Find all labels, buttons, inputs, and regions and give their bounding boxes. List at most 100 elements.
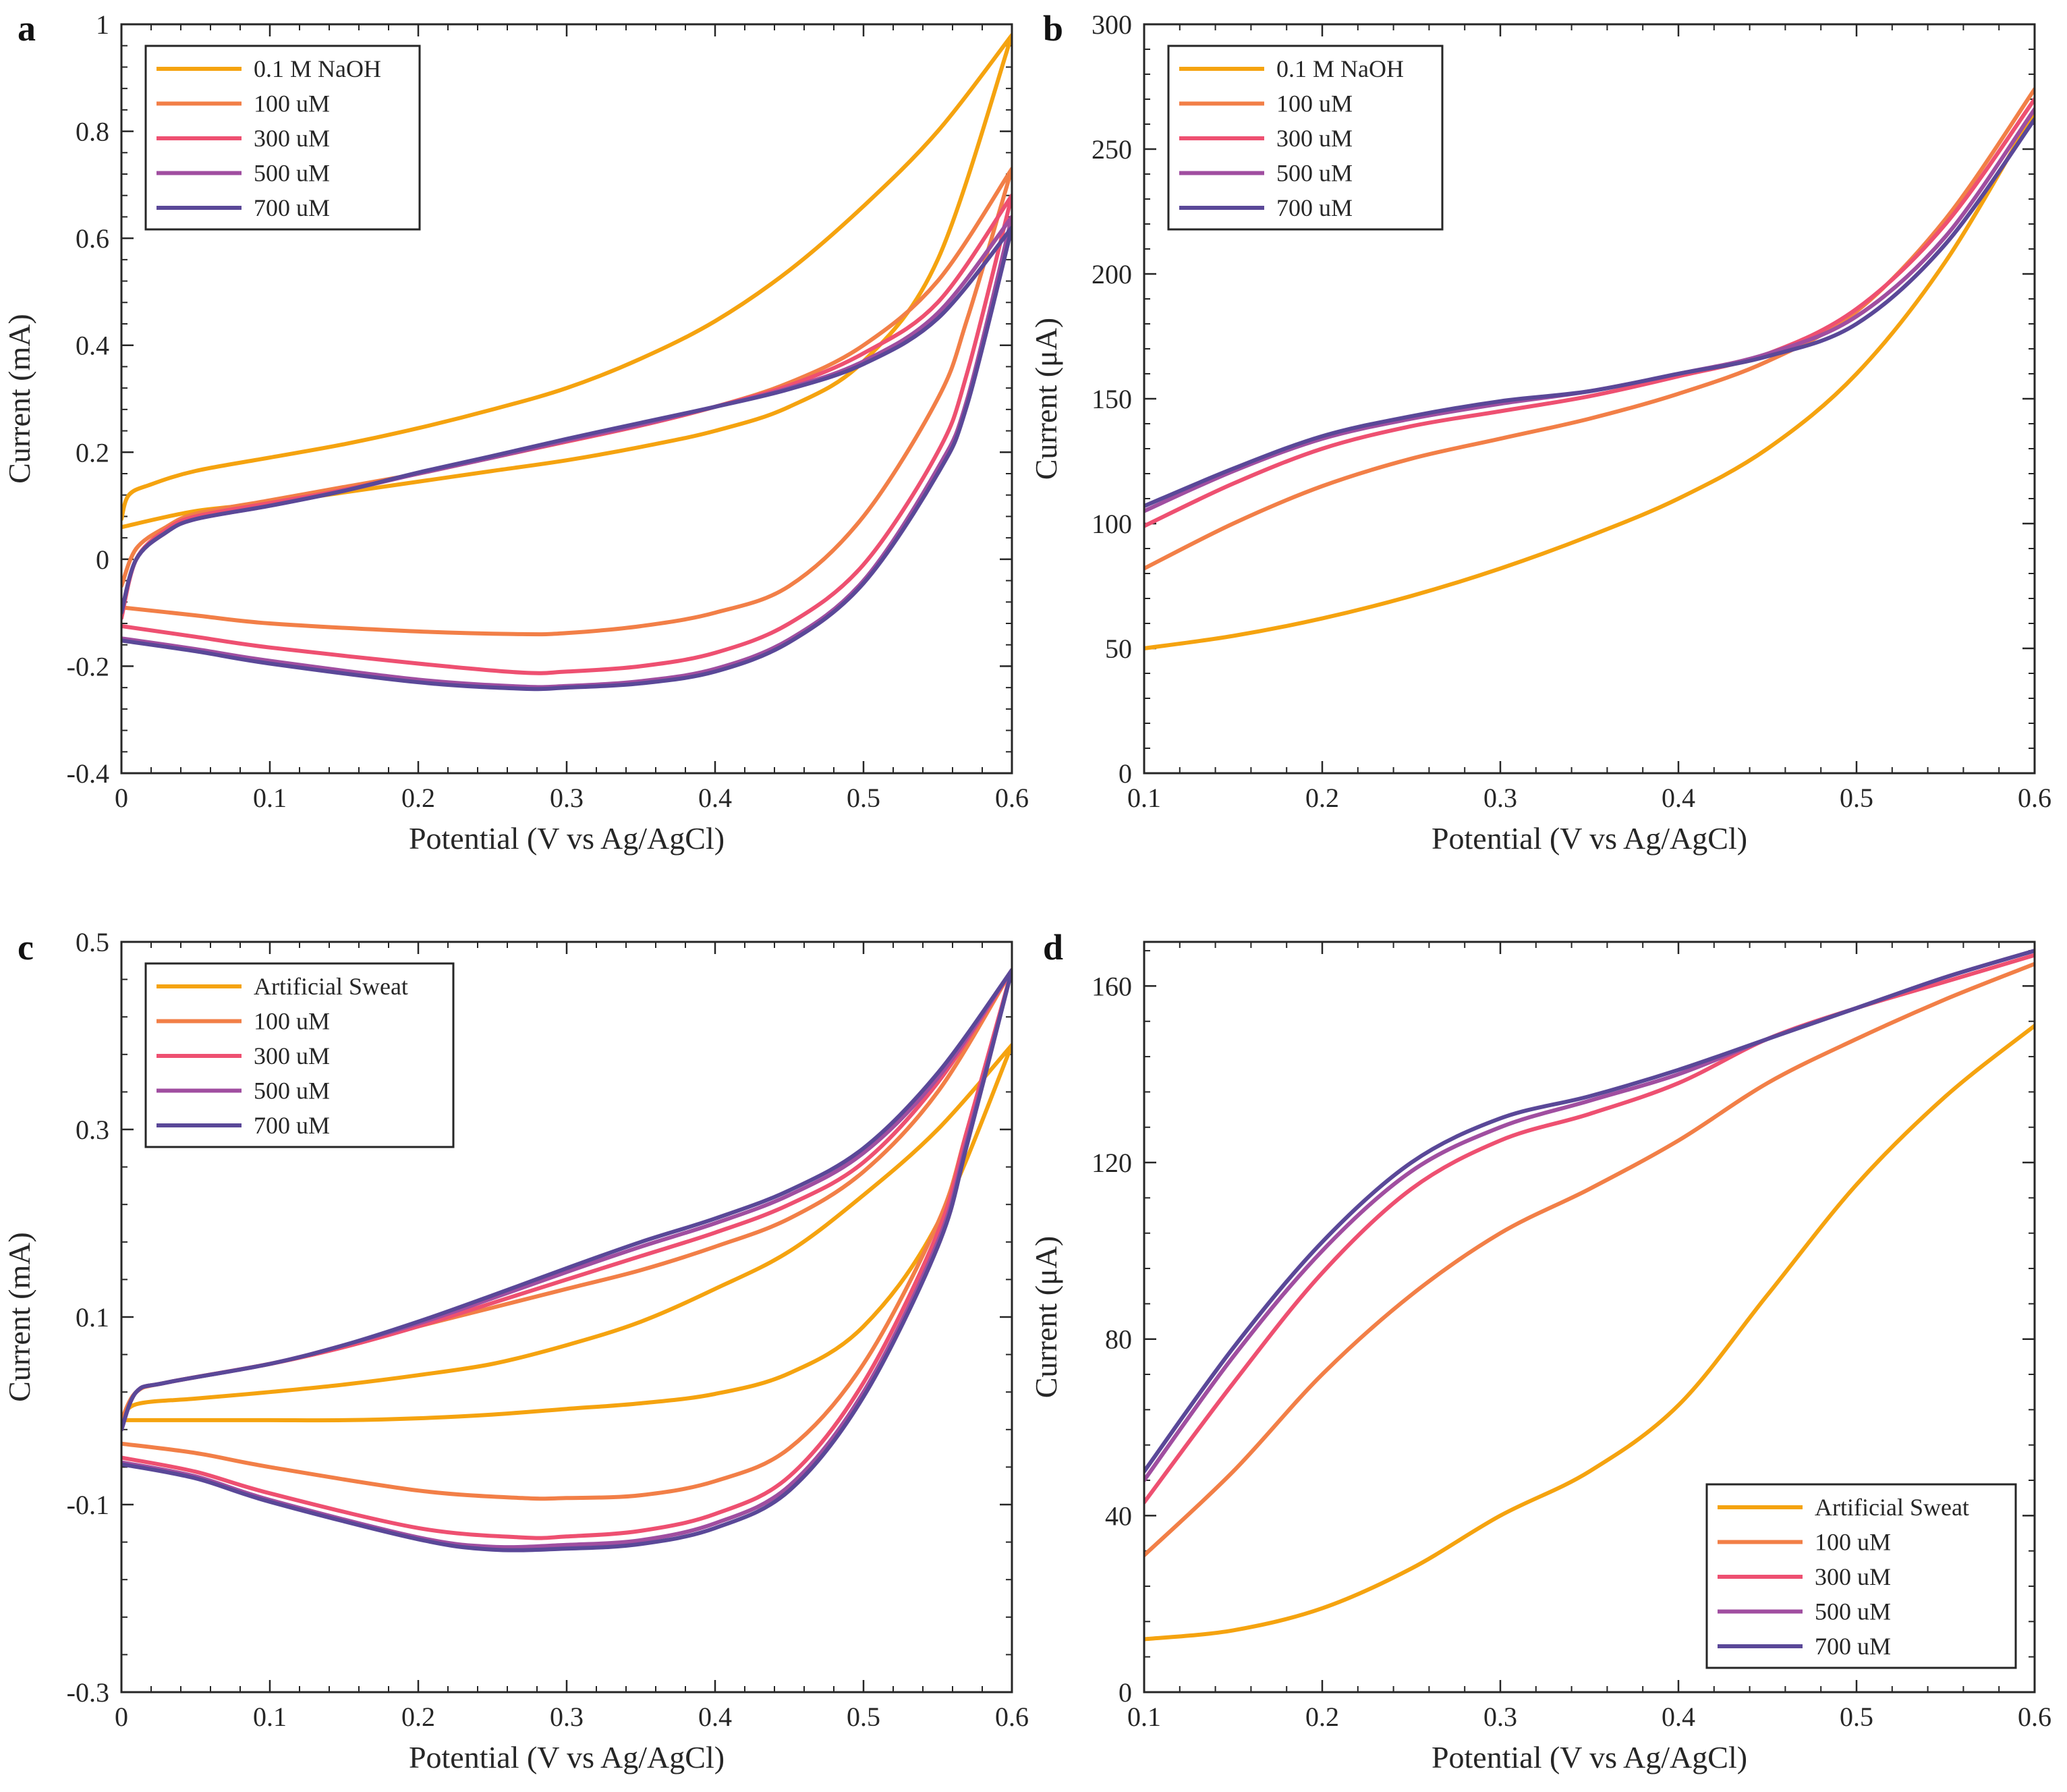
series-group (1144, 87, 2035, 650)
x-tick-label: 0.1 (253, 1702, 287, 1732)
x-tick-label: 0.5 (847, 1702, 880, 1732)
x-tick-label: 0.2 (1305, 783, 1339, 813)
y-tick-label: -0.4 (67, 758, 109, 789)
y-axis-label: Current (mA) (2, 314, 36, 484)
legend-label: Artificial Sweat (254, 973, 408, 1000)
x-tick-label: 0.4 (1662, 783, 1695, 813)
legend-label: 700 uM (1815, 1633, 1891, 1660)
x-tick-label: 0.5 (847, 783, 880, 813)
x-tick-label: 0.3 (550, 783, 584, 813)
legend: 0.1 M NaOH 100 uM 300 uM 500 uM 700 uM (144, 45, 421, 231)
x-axis-label: Potential (V vs Ag/AgCl) (1432, 1740, 1747, 1774)
y-tick-label: 0.4 (76, 331, 109, 361)
series-line-700-um (121, 225, 1012, 692)
legend-label: 500 uM (1276, 160, 1353, 187)
y-tick-label: 0.2 (76, 437, 109, 468)
panel-letter: b (1043, 8, 1063, 49)
y-tick-label: 0 (96, 544, 109, 575)
legend-label: 100 uM (1815, 1529, 1891, 1556)
legend: Artificial Sweat 100 uM 300 uM 500 uM 700 uM (144, 962, 455, 1148)
y-axis-label: Current (μA) (1029, 318, 1063, 480)
panel-letter: a (18, 8, 36, 49)
legend: Artificial Sweat 100 uM 300 uM 500 uM 700 uM (1705, 1483, 2017, 1669)
y-tick-label: -0.1 (67, 1490, 109, 1520)
legend-label: 300 uM (254, 1042, 330, 1069)
y-tick-label: -0.2 (67, 651, 109, 681)
x-tick-label: 0.3 (1483, 783, 1517, 813)
y-tick-label: 100 (1092, 509, 1132, 539)
y-tick-label: 0.5 (76, 927, 109, 957)
x-tick-label: 0.2 (401, 783, 435, 813)
legend-label: 500 uM (1815, 1598, 1891, 1625)
legend-label: 700 uM (1276, 194, 1353, 221)
x-axis-label: Potential (V vs Ag/AgCl) (1432, 821, 1747, 856)
legend-label: 500 uM (254, 1077, 330, 1104)
legend-label: 500 uM (254, 160, 330, 187)
series-group (1144, 949, 2035, 1642)
x-tick-label: 0.6 (2018, 783, 2051, 813)
y-tick-label: 0.6 (76, 223, 109, 254)
y-tick-label: 80 (1105, 1324, 1132, 1355)
y-tick-label: 1 (96, 9, 109, 40)
legend-label: 300 uM (1276, 125, 1353, 152)
x-tick-label: 0.6 (2018, 1702, 2051, 1732)
panel-letter: c (18, 927, 34, 968)
series-line-700-um (121, 968, 1012, 1552)
x-tick-label: 0.2 (401, 1702, 435, 1732)
legend-label: 100 uM (254, 90, 330, 117)
y-tick-label: 0 (1119, 758, 1132, 789)
y-tick-label: -0.3 (67, 1677, 109, 1708)
panel-d: 0.1 0.2 0.3 0.4 0.5 0.6 0 40 80 120 160 Potential (… (1029, 927, 2051, 1774)
y-tick-label: 0 (1119, 1677, 1132, 1708)
x-tick-label: 0.6 (995, 1702, 1029, 1732)
x-tick-label: 0.6 (995, 783, 1029, 813)
series-line-artificial-sweat (121, 1042, 1012, 1423)
y-tick-label: 0.1 (76, 1302, 109, 1333)
x-tick-label: 0.5 (1840, 1702, 1873, 1732)
y-tick-label: 200 (1092, 259, 1132, 289)
series-group (121, 968, 1012, 1552)
x-axis-label: Potential (V vs Ag/AgCl) (409, 821, 725, 856)
series-group (121, 32, 1012, 692)
legend: 0.1 M NaOH 100 uM 300 uM 500 uM 700 uM (1167, 45, 1444, 231)
axes-box (120, 941, 1013, 1693)
series-line-100-um (1144, 961, 2035, 1558)
y-tick-label: 150 (1092, 384, 1132, 414)
x-tick-label: 0 (115, 1702, 128, 1732)
y-tick-label: 50 (1105, 634, 1132, 664)
panel-letter: d (1043, 927, 1063, 968)
x-axis-label: Potential (V vs Ag/AgCl) (409, 1740, 725, 1774)
series-line-300-um (1144, 97, 2035, 528)
y-tick-label: 250 (1092, 134, 1132, 165)
legend-label: 0.1 M NaOH (254, 55, 381, 82)
series-line-700-um (1144, 117, 2035, 509)
legend-label: Artificial Sweat (1815, 1494, 1969, 1521)
legend-label: 0.1 M NaOH (1276, 55, 1404, 82)
series-line-artificial-sweat (1144, 1024, 2035, 1642)
axes-box (120, 23, 1013, 775)
y-axis-label: Current (mA) (2, 1232, 36, 1402)
y-tick-label: 300 (1092, 9, 1132, 40)
y-tick-label: 0.8 (76, 117, 109, 147)
legend-label: 300 uM (1815, 1563, 1891, 1590)
x-tick-label: 0 (115, 783, 128, 813)
series-line-0-1-m-naoh (1144, 109, 2035, 650)
series-line-700-um (1144, 949, 2035, 1474)
y-tick-label: 40 (1105, 1501, 1132, 1531)
x-tick-label: 0.3 (1483, 1702, 1517, 1732)
panel-c: 0 0.1 0.2 0.3 0.4 0.5 0.6 -0.3 -0.1 0.1 0.3 0.5 Pote… (2, 927, 1029, 1774)
legend-label: 700 uM (254, 1112, 330, 1139)
y-tick-label: 160 (1092, 971, 1132, 1001)
panel-a: 0 0.1 0.2 0.3 0.4 0.5 0.6 -0.4 -0.2 0 0.2 0.4 0.6 0.8… (2, 8, 1029, 856)
axes-box (1143, 941, 2036, 1693)
legend-label: 100 uM (1276, 90, 1353, 117)
x-tick-label: 0.1 (1127, 1702, 1161, 1732)
x-tick-label: 0.5 (1840, 783, 1873, 813)
x-tick-label: 0.4 (1662, 1702, 1695, 1732)
x-tick-label: 0.2 (1305, 1702, 1339, 1732)
y-axis-label: Current (μA) (1029, 1236, 1063, 1399)
x-tick-label: 0.1 (1127, 783, 1161, 813)
y-tick-label: 120 (1092, 1148, 1132, 1178)
x-tick-label: 0.3 (550, 1702, 584, 1732)
